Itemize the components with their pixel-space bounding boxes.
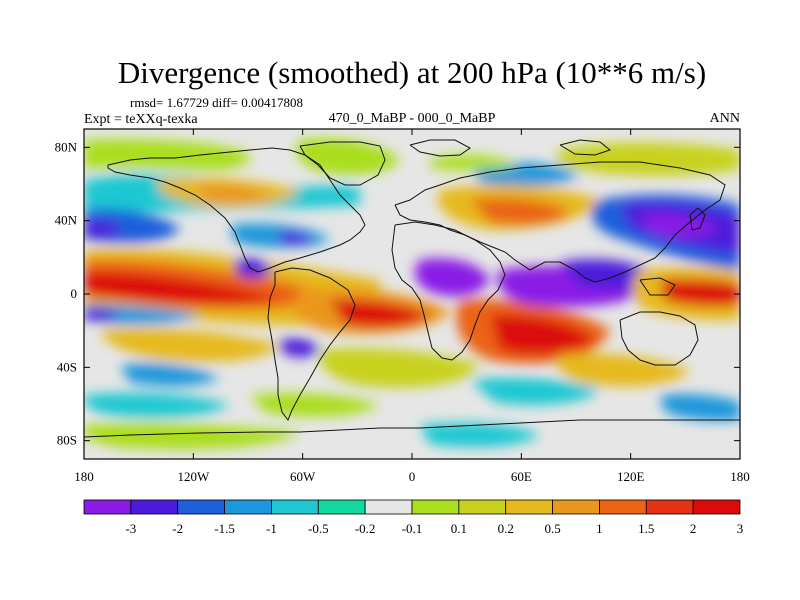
colorbar-swatch (224, 499, 272, 515)
difference-label: 470_0_MaBP - 000_0_MaBP (329, 111, 496, 126)
experiment-label: Expt = teXXq-texka (84, 112, 198, 127)
season-label: ANN (710, 111, 740, 126)
colorbar-label: 1 (596, 521, 603, 536)
colorbar-label: 0.1 (451, 521, 467, 536)
colorbar-label: 1.5 (638, 521, 654, 536)
y-tick-label: 40S (57, 359, 77, 374)
colorbar-swatch (411, 499, 460, 515)
colorbar-swatch (271, 499, 319, 515)
colorbar-swatch (83, 499, 132, 515)
colorbar-swatch (364, 499, 413, 515)
colorbar-swatch (599, 499, 647, 515)
colorbar-swatch (552, 499, 600, 515)
colorbar-swatch (692, 499, 741, 515)
coastlines (84, 139, 740, 438)
map-panel (83, 128, 741, 460)
x-tick-label: 120E (617, 469, 645, 484)
colorbar-label: 0.2 (498, 521, 514, 536)
colorbar-label: -0.2 (355, 521, 376, 536)
x-axis: 180 120W 60W 0 60E 120E 180 (74, 129, 750, 484)
x-tick-label: 0 (409, 469, 416, 484)
y-axis: 80N 40N 0 40S 80S (55, 139, 740, 448)
y-tick-label: 80N (55, 139, 78, 154)
colorbar-label: -2 (172, 521, 183, 536)
x-tick-label: 60W (290, 469, 316, 484)
colorbar-label: 0.5 (544, 521, 560, 536)
chart-title: Divergence (smoothed) at 200 hPa (10**6 … (118, 55, 706, 90)
colorbar-swatch (130, 499, 179, 515)
colorbar-swatch (505, 499, 553, 515)
colorbar-label: 3 (737, 521, 744, 536)
y-tick-label: 40N (55, 213, 78, 228)
divergence-field (84, 138, 740, 450)
colorbar-swatch (317, 499, 366, 515)
colorbar: -3 -2 -1.5 -1 -0.5 -0.2 -0.1 0.1 0.2 0.5 1 1.5 2 3 (83, 499, 744, 536)
x-tick-label: 120W (177, 469, 210, 484)
colorbar-swatch (645, 499, 694, 515)
x-tick-label: 180 (730, 469, 750, 484)
colorbar-label: -0.5 (308, 521, 329, 536)
colorbar-label: -1 (266, 521, 277, 536)
x-tick-label: 180 (74, 469, 94, 484)
stats-line: rmsd= 1.67729 diff= 0.00417808 (130, 95, 303, 110)
colorbar-label: -1.5 (214, 521, 235, 536)
y-tick-label: 80S (57, 433, 77, 448)
colorbar-swatch (458, 499, 507, 515)
y-tick-label: 0 (71, 286, 78, 301)
colorbar-swatch (177, 499, 225, 515)
colorbar-label: -0.1 (402, 521, 423, 536)
x-tick-label: 60E (511, 469, 532, 484)
colorbar-label: 2 (690, 521, 697, 536)
colorbar-label: -3 (125, 521, 136, 536)
